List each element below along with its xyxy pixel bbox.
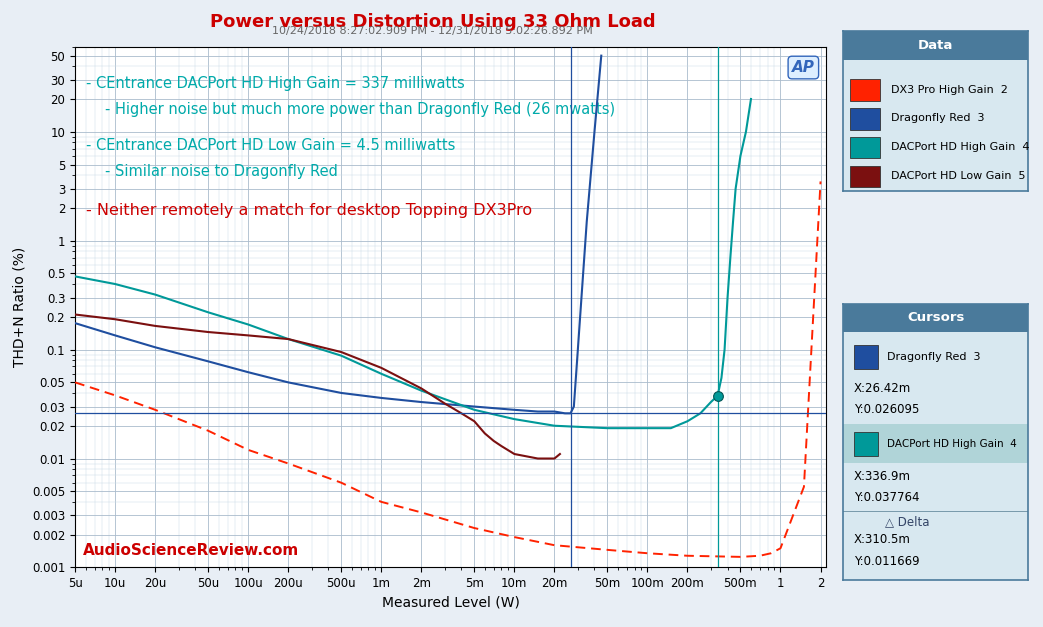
Text: Y:0.037764: Y:0.037764: [854, 492, 919, 504]
Text: Power versus Distortion Using 33 Ohm Load: Power versus Distortion Using 33 Ohm Loa…: [210, 13, 656, 31]
Text: Dragonfly Red  3: Dragonfly Red 3: [891, 113, 985, 124]
Text: 10/24/2018 8:27:02.909 PM - 12/31/2018 5:02:26.892 PM: 10/24/2018 8:27:02.909 PM - 12/31/2018 5…: [272, 26, 593, 36]
Text: Data: Data: [918, 40, 953, 52]
Bar: [850, 108, 880, 130]
Text: Y:0.011669: Y:0.011669: [854, 555, 920, 567]
Text: DX3 Pro High Gain  2: DX3 Pro High Gain 2: [891, 85, 1008, 95]
Text: DACPort HD High Gain  4: DACPort HD High Gain 4: [888, 440, 1017, 449]
Text: X:26.42m: X:26.42m: [854, 382, 912, 395]
Text: AP: AP: [792, 60, 815, 75]
Text: Y:0.026095: Y:0.026095: [854, 403, 919, 416]
Text: AudioScienceReview.com: AudioScienceReview.com: [82, 543, 299, 558]
Text: - Higher noise but much more power than Dragonfly Red (26 mwatts): - Higher noise but much more power than …: [105, 102, 615, 117]
Bar: [843, 424, 1028, 463]
Text: - Neither remotely a match for desktop Topping DX3Pro: - Neither remotely a match for desktop T…: [87, 203, 533, 218]
Bar: [850, 137, 880, 159]
Y-axis label: THD+N Ratio (%): THD+N Ratio (%): [13, 247, 26, 367]
Bar: [854, 345, 878, 369]
Text: Dragonfly Red  3: Dragonfly Red 3: [888, 352, 980, 362]
Bar: [843, 304, 1028, 332]
Text: DACPort HD High Gain  4: DACPort HD High Gain 4: [891, 142, 1029, 152]
Text: △ Delta: △ Delta: [886, 515, 930, 529]
Text: Cursors: Cursors: [906, 312, 965, 324]
Text: - CEntrance DACPort HD Low Gain = 4.5 milliwatts: - CEntrance DACPort HD Low Gain = 4.5 mi…: [87, 138, 456, 153]
X-axis label: Measured Level (W): Measured Level (W): [382, 596, 519, 609]
Text: - Similar noise to Dragonfly Red: - Similar noise to Dragonfly Red: [105, 164, 338, 179]
Text: DACPort HD Low Gain  5: DACPort HD Low Gain 5: [891, 171, 1025, 181]
Text: X:336.9m: X:336.9m: [854, 470, 911, 483]
Bar: [850, 80, 880, 101]
Bar: [854, 433, 878, 456]
Text: X:310.5m: X:310.5m: [854, 534, 911, 547]
Bar: [850, 166, 880, 187]
Bar: [843, 31, 1028, 60]
Text: - CEntrance DACPort HD High Gain = 337 milliwatts: - CEntrance DACPort HD High Gain = 337 m…: [87, 76, 465, 91]
